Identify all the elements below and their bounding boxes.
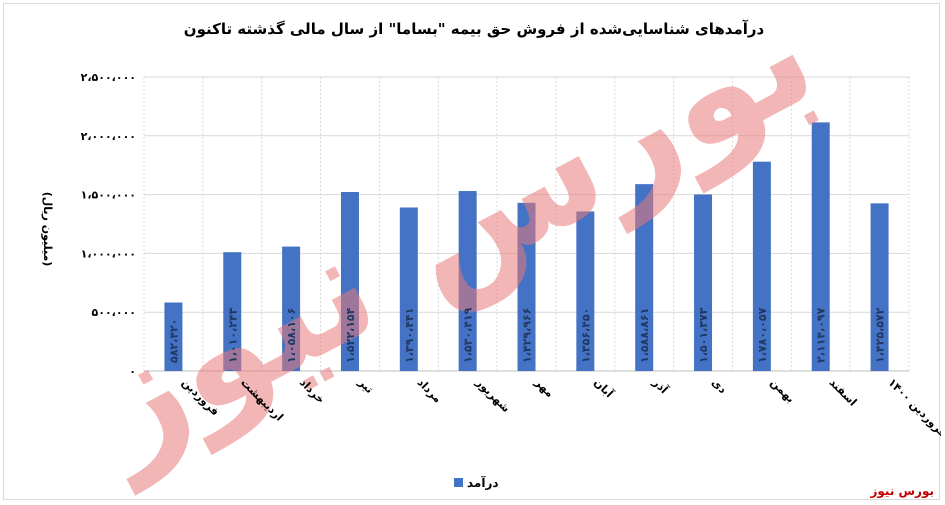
bar bbox=[635, 184, 654, 371]
x-tick-label: تیر bbox=[355, 375, 376, 396]
bar bbox=[517, 202, 536, 371]
legend: درآمد bbox=[454, 475, 499, 490]
y-tick-label: ۲،۰۰۰،۰۰۰ bbox=[81, 130, 136, 143]
chart-title: درآمدهای شناسایی‌شده از فروش حق بیمه "بس… bbox=[184, 20, 765, 38]
bar bbox=[164, 302, 183, 371]
bar bbox=[282, 246, 301, 371]
data-label: ۱،۳۹۰،۴۴۱ bbox=[403, 308, 416, 363]
bars bbox=[164, 122, 889, 371]
x-tick-label: آبان bbox=[591, 375, 616, 400]
data-label: ۵۸۲،۴۲۰ bbox=[167, 319, 180, 363]
bar bbox=[752, 161, 771, 371]
data-label: ۲،۱۱۴،۰۹۷ bbox=[815, 307, 828, 363]
chart-frame: درآمدهای شناسایی‌شده از فروش حق بیمه "بس… bbox=[3, 3, 941, 500]
y-tick-label: ۱،۰۰۰،۰۰۰ bbox=[81, 247, 136, 260]
y-tick-label: ۲،۵۰۰،۰۰۰ bbox=[81, 71, 136, 84]
bar bbox=[223, 252, 242, 371]
y-tick-label: ۵۰۰،۰۰۰ bbox=[92, 306, 136, 319]
watermark-text: بورس نیوز bbox=[53, 4, 842, 496]
bar bbox=[458, 191, 477, 371]
brand-logo: بورس نیوز bbox=[869, 484, 934, 499]
legend-swatch bbox=[454, 478, 463, 487]
bar bbox=[576, 211, 595, 371]
data-label: ۱،۴۲۵،۵۷۲ bbox=[874, 307, 887, 363]
bar bbox=[811, 122, 830, 371]
grid bbox=[143, 76, 910, 372]
data-label: ۱،۰۵۸،۱۰۶ bbox=[285, 308, 298, 363]
data-label: ۱،۵۲۲،۱۵۴ bbox=[344, 307, 357, 363]
bar bbox=[870, 203, 889, 371]
data-label: ۱،۵۰۱،۳۷۳ bbox=[697, 307, 710, 363]
data-labels: ۵۸۲،۴۲۰ ۱،۰۱۰،۲۴۳ ۱،۰۵۸،۱۰۶ ۱،۵۲۲،۱۵۴ ۱،۳۹۰،… bbox=[167, 307, 886, 363]
y-tick-label: ۱،۵۰۰،۰۰۰ bbox=[81, 189, 136, 202]
y-axis-label: (میلیون ریال) bbox=[41, 192, 54, 267]
watermark-logo: بورس نیوز bbox=[53, 4, 842, 496]
x-tick-label: دی bbox=[709, 376, 730, 397]
x-tick-label: مهر bbox=[532, 375, 557, 400]
data-label: ۱،۵۸۸،۸۶۱ bbox=[638, 308, 651, 363]
bar bbox=[694, 194, 713, 371]
x-tick-label: بهمن bbox=[768, 376, 797, 405]
data-label: ۱،۳۵۶،۴۵۰ bbox=[579, 308, 592, 363]
bar bbox=[340, 191, 359, 371]
legend-label: درآمد bbox=[467, 475, 499, 490]
bar-chart: درآمدهای شناسایی‌شده از فروش حق بیمه "بس… bbox=[41, 4, 941, 499]
x-tick-label: مرداد bbox=[415, 376, 444, 405]
data-label: ۱،۵۳۰،۴۱۹ bbox=[462, 307, 475, 363]
x-tick-label: اسفند bbox=[827, 376, 860, 409]
x-tick-label: فروردین ۱۴۰۰ bbox=[885, 376, 941, 440]
x-tick-label: آذر bbox=[649, 375, 671, 397]
x-tick-label: شهریور bbox=[473, 375, 513, 415]
data-label: ۱،۷۸۰،۰۵۷ bbox=[756, 307, 769, 363]
bar bbox=[399, 207, 418, 371]
y-tick-label: ۰ bbox=[129, 365, 136, 378]
data-label: ۱،۴۲۹،۹۶۶ bbox=[521, 308, 534, 363]
data-label: ۱،۰۱۰،۲۴۳ bbox=[226, 307, 239, 363]
